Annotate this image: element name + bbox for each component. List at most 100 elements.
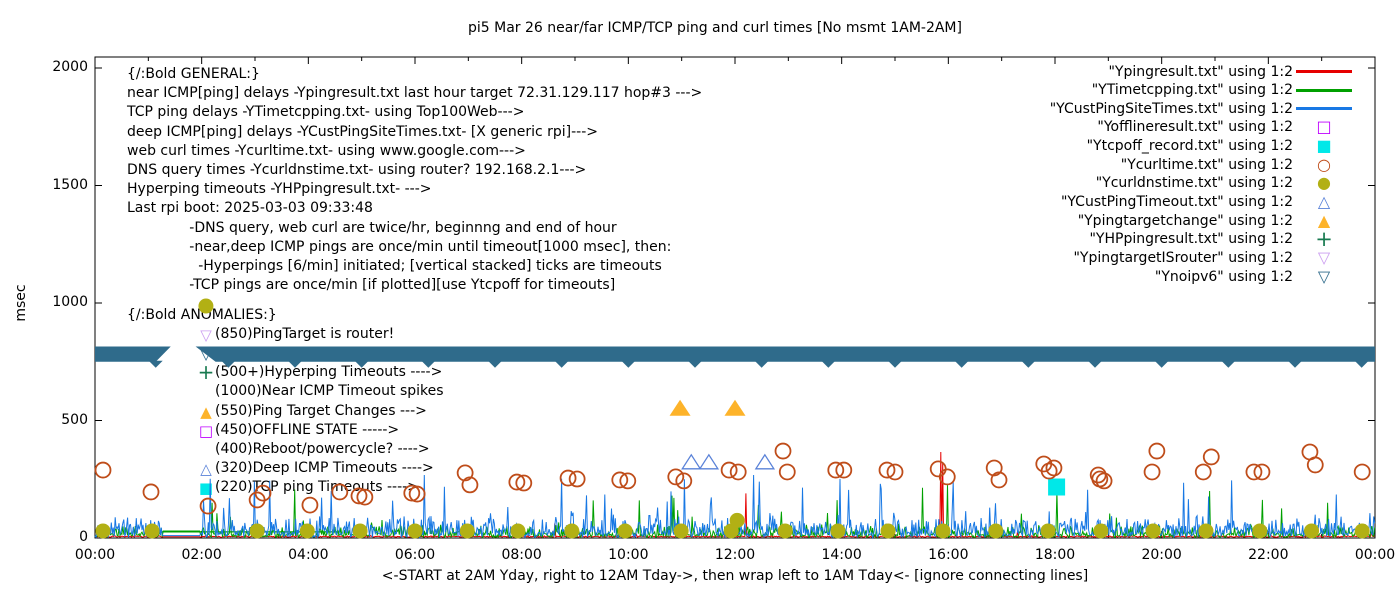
anomaly-label: (450)OFFLINE STATE -----> (215, 421, 400, 438)
legend-row: "YHPpingresult.txt" using 1:2 + (900, 227, 1355, 252)
circle-open-point (611, 471, 629, 489)
circle-open-point (774, 442, 792, 460)
circle-filled-point (1304, 523, 1320, 539)
circle-filled-point (1145, 523, 1161, 539)
plus-icon: + (197, 360, 215, 385)
annotation-line: {/:Bold GENERAL:} (127, 66, 260, 82)
annotation-line: -near,deep ICMP pings are once/min until… (127, 238, 672, 255)
circle-open-point (301, 496, 319, 514)
x-tick-label: 06:00 (394, 547, 436, 563)
circle-open-point (456, 464, 474, 482)
noipv6-band-tip (954, 360, 969, 368)
circle-filled-point (95, 523, 111, 539)
circle-open-point (1202, 448, 1220, 466)
circle-open-point (559, 469, 577, 487)
x-tick-label: 18:00 (1034, 547, 1076, 563)
noipv6-band-tip (821, 360, 836, 368)
noipv6-band-left (95, 346, 171, 362)
circle-open-point (827, 461, 845, 479)
y-tick-label: 2000 (52, 59, 88, 75)
anomaly-label: (550)Ping Target Changes ---> (215, 402, 427, 419)
legend-row: "Ycurltime.txt" using 1:2 ○ (900, 155, 1355, 174)
legend-row: "Ypingtargetchange" using 1:2 ▲ (900, 211, 1355, 230)
annotation-line: -TCP pings are once/min [if plotted][use… (127, 277, 616, 294)
annotation-line: -DNS query, web curl are twice/hr, begin… (127, 219, 617, 236)
circle-open-point (1035, 455, 1053, 473)
annotation-line: TCP ping delays -YTimetcpping.txt- using… (127, 104, 525, 121)
x-tick-label: 04:00 (288, 547, 329, 563)
annotation-line: DNS query times -Ycurldnstime.txt- using… (127, 162, 587, 179)
circle-open-point (461, 476, 479, 494)
circle-open-point (1045, 459, 1063, 477)
triangle-down-open-icon: ▽ (1317, 266, 1331, 286)
circle-open-point (990, 471, 1008, 489)
circle-filled-point (1198, 523, 1214, 539)
circle-filled-point (1252, 523, 1268, 539)
triangle-up-open-point (681, 453, 702, 470)
triangle-up-open-icon: △ (200, 459, 212, 478)
square-open-icon: □ (198, 421, 214, 440)
legend-label: "Yofflineresult.txt" using 1:2 (1097, 119, 1293, 136)
square-filled-icon: ■ (198, 478, 214, 497)
noipv6-band-tip (1221, 360, 1236, 368)
circle-open-point (878, 461, 896, 479)
line-sample (1293, 70, 1355, 73)
x-tick-label: 12:00 (714, 547, 756, 563)
anomaly-label: (320)Deep ICMP Timeouts ----> (215, 459, 434, 476)
circle-open-point (938, 468, 956, 486)
legend-row: "Ytcpoff_record.txt" using 1:2 ■ (900, 137, 1355, 156)
noipv6-band-tip (754, 360, 769, 368)
x-tick-label: 02:00 (181, 547, 222, 563)
line-sample (1293, 88, 1355, 92)
y-tick-label: 500 (61, 411, 88, 428)
circle-open-point (1091, 470, 1109, 488)
y-axis-label: msec (13, 284, 29, 322)
legend-label: "Ycurldnstime.txt" using 1:2 (1095, 175, 1293, 192)
noipv6-band-tip (888, 360, 902, 368)
legend-row: "YpingtargetISrouter" using 1:2 ▽ (900, 248, 1355, 267)
y-tick-label: 0 (79, 529, 88, 545)
plus-icon: + (1315, 227, 1333, 252)
circle-open-point (515, 474, 533, 492)
circle-open-point (1143, 463, 1161, 481)
annotation-line: near ICMP[ping] delays -Ypingresult.txt … (127, 85, 703, 102)
noipv6-band-tip (1354, 360, 1369, 368)
legend-label: "Ynoipv6" using 1:2 (1154, 268, 1293, 285)
circle-open-point (508, 473, 526, 491)
x-tick-label: 14:00 (821, 547, 862, 563)
circle-open-point (929, 460, 947, 478)
legend-label: "Ypingtargetchange" using 1:2 (1077, 212, 1293, 229)
circle-filled-point (723, 523, 739, 539)
circle-filled-point (459, 523, 475, 539)
circle-open-point (886, 463, 904, 481)
circle-open-point (1353, 463, 1371, 481)
triangle-up-open-point (698, 453, 720, 470)
annotation-line: Hyperping timeouts -YHPpingresult.txt- -… (127, 181, 432, 198)
legend-label: "YpingtargetISrouter" using 1:2 (1073, 249, 1293, 266)
circle-filled-point (1093, 523, 1109, 539)
legend-row: "YCustPingTimeout.txt" using 1:2 △ (900, 192, 1355, 211)
general-annotations: {/:Bold GENERAL:} near ICMP[ping] delays … (127, 65, 702, 295)
annotation-line: web curl times -Ycurltime.txt- using www… (127, 142, 526, 159)
anomaly-label: (220)TCP ping Timeouts ----> (215, 478, 419, 495)
circle-open-point (667, 468, 685, 486)
y-tick-label: 1000 (52, 294, 88, 310)
circle-filled-point (777, 523, 793, 539)
legend-label: "Ypingresult.txt" using 1:2 (1108, 63, 1293, 80)
x-tick-label: 22:00 (1248, 547, 1289, 563)
x-tick-label: 20:00 (1141, 547, 1182, 563)
legend-label: "Ytcpoff_record.txt" using 1:2 (1086, 138, 1293, 155)
circle-filled-point (1040, 523, 1056, 539)
legend-row: "YTimetcpping.txt" using 1:2 (900, 81, 1355, 100)
circle-open-point (835, 461, 853, 479)
anomaly-label: (400)Reboot/powercycle? ----> (215, 440, 430, 457)
annotation-line: -Hyperpings [6/min] initiated; [vertical… (127, 258, 662, 275)
circle-filled-point (510, 523, 526, 539)
triangle-up-filled-point (724, 399, 746, 416)
circle-open-point (675, 472, 693, 490)
noipv6-band-tip (688, 360, 702, 368)
square-filled-point (1048, 478, 1066, 496)
noipv6-band-tip (1288, 360, 1302, 368)
circle-filled-point (617, 523, 633, 539)
x-tick-label: 10:00 (608, 547, 649, 563)
